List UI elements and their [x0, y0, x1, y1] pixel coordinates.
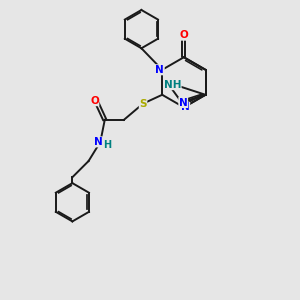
Text: S: S — [139, 99, 147, 109]
Text: NH: NH — [164, 80, 181, 90]
Text: N: N — [155, 65, 164, 75]
Text: N: N — [181, 102, 190, 112]
Text: O: O — [90, 96, 99, 106]
Text: N: N — [179, 98, 188, 107]
Text: H: H — [103, 140, 111, 150]
Text: O: O — [179, 30, 188, 40]
Text: N: N — [94, 137, 102, 147]
